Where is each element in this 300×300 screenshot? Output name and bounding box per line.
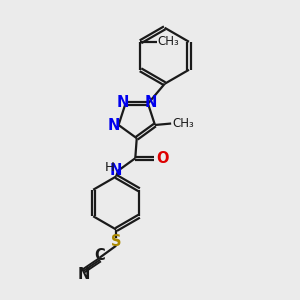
Text: O: O (157, 151, 169, 166)
Text: N: N (110, 163, 122, 178)
Text: N: N (116, 94, 129, 110)
Text: S: S (111, 234, 122, 249)
Text: N: N (108, 118, 120, 133)
Text: N: N (145, 94, 157, 110)
Text: H: H (105, 160, 115, 174)
Text: N: N (78, 267, 90, 282)
Text: CH₃: CH₃ (158, 35, 179, 48)
Text: CH₃: CH₃ (172, 117, 194, 130)
Text: C: C (94, 248, 105, 262)
